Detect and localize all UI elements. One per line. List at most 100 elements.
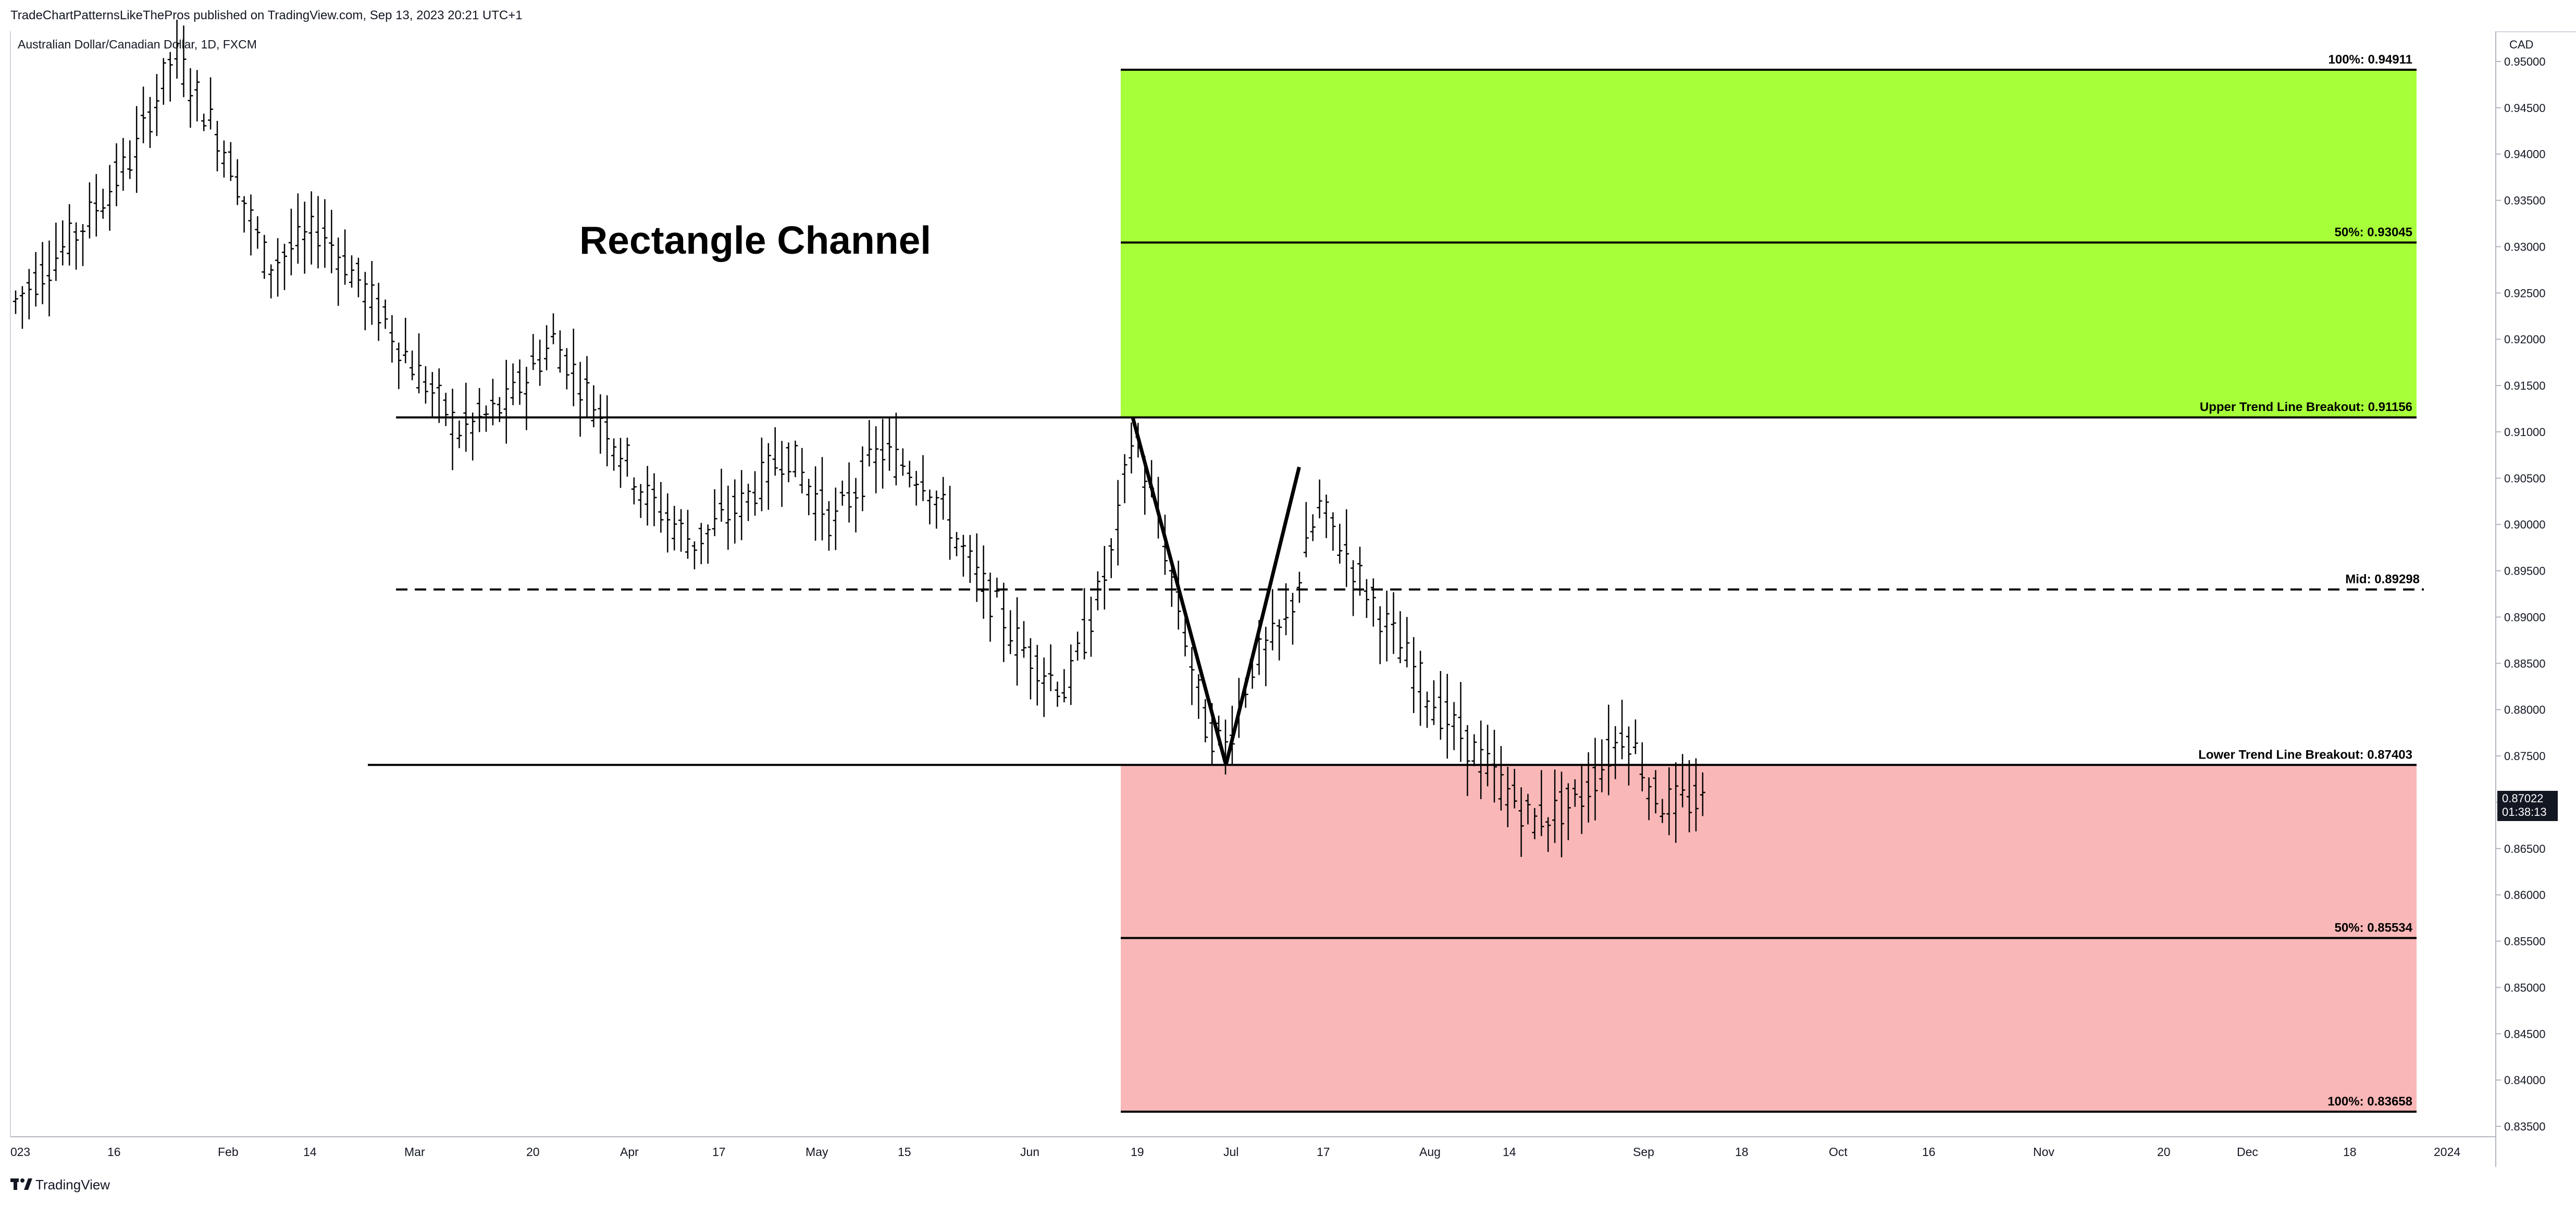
ohlc-bar — [705, 524, 711, 564]
ohlc-bar — [308, 191, 314, 265]
ohlc-bar — [416, 333, 422, 394]
ohlc-bar — [349, 255, 354, 288]
ohlc-bar — [846, 462, 852, 523]
ohlc-bar — [672, 505, 677, 551]
ohlc-bar — [1263, 627, 1269, 687]
ohlc-bar — [1129, 423, 1134, 474]
ohlc-bar — [510, 363, 516, 405]
ohlc-bar — [1055, 681, 1060, 707]
ohlc-bar — [1451, 702, 1457, 750]
ohlc-bar — [1653, 770, 1658, 814]
ohlc-bar — [100, 189, 106, 219]
ohlc-bar — [141, 86, 146, 144]
level-label: Mid: 0.89298 — [2345, 572, 2420, 586]
ohlc-bar — [362, 271, 368, 330]
x-tick-label: 16 — [1922, 1145, 1936, 1159]
x-tick-label: 14 — [1503, 1145, 1516, 1159]
ohlc-bar — [470, 412, 476, 461]
ohlc-bar — [1317, 479, 1322, 518]
level-label: 100%: 0.94911 — [2329, 53, 2412, 67]
x-tick-label: 18 — [1735, 1145, 1749, 1159]
ohlc-bar — [208, 77, 214, 130]
y-tick-label: 0.90500 — [2504, 472, 2546, 485]
x-tick-label: Feb — [218, 1145, 239, 1159]
ohlc-bar — [1095, 571, 1100, 611]
ohlc-bar — [403, 318, 408, 364]
x-tick-label: 17 — [1317, 1145, 1330, 1159]
ohlc-bar — [1639, 742, 1645, 791]
price-axis-top-box — [2496, 31, 2576, 32]
ohlc-bar — [544, 325, 550, 370]
ohlc-bar — [1485, 725, 1491, 787]
ohlc-bar — [746, 483, 751, 521]
ohlc-bar — [1539, 770, 1544, 836]
ohlc-bar — [1532, 808, 1538, 839]
ohlc-bar — [1512, 768, 1517, 809]
ohlc-bar — [1048, 644, 1054, 691]
ohlc-bar — [248, 194, 254, 256]
ohlc-bar — [1498, 746, 1504, 811]
ohlc-bar — [1438, 671, 1443, 740]
y-tick-label: 0.83500 — [2504, 1120, 2546, 1133]
ohlc-bar — [1404, 617, 1410, 667]
ohlc-bar — [1431, 680, 1436, 725]
ohlc-bar — [302, 202, 307, 274]
ohlc-bar — [927, 489, 933, 525]
ohlc-bar — [1034, 644, 1040, 706]
x-tick-label: Dec — [2237, 1145, 2258, 1159]
ohlc-bar — [1465, 725, 1470, 796]
ohlc-bar — [93, 174, 99, 237]
y-tick-label: 0.92000 — [2504, 333, 2546, 346]
ohlc-bar — [1351, 560, 1356, 616]
x-tick-label: May — [806, 1145, 828, 1159]
x-tick-label: 20 — [2157, 1145, 2171, 1159]
ohlc-bar — [1592, 738, 1598, 821]
y-tick-label: 0.89500 — [2504, 565, 2546, 578]
ohlc-bar — [1458, 682, 1464, 762]
ohlc-bar — [188, 68, 193, 128]
ohlc-bar — [396, 342, 402, 389]
ohlc-bar — [1290, 592, 1295, 645]
x-tick-label: 16 — [107, 1145, 121, 1159]
ohlc-bar — [73, 222, 79, 270]
ohlc-bar — [234, 159, 240, 205]
ohlc-bar — [584, 356, 590, 417]
ohlc-bar — [262, 234, 267, 279]
y-tick-label: 0.85000 — [2504, 981, 2546, 994]
price-bars — [13, 19, 1705, 858]
y-tick-label: 0.91000 — [2504, 426, 2546, 439]
ohlc-bar — [1613, 726, 1618, 779]
ohlc-bar — [1565, 783, 1571, 840]
ohlc-bar — [181, 26, 187, 97]
ohlc-bar — [67, 204, 72, 266]
ohlc-bar — [201, 114, 207, 131]
ohlc-bar — [907, 461, 912, 488]
ohlc-bar — [564, 348, 569, 390]
ohlc-bar — [456, 420, 462, 449]
ohlc-bar — [1626, 726, 1631, 786]
ohlc-bar — [604, 395, 610, 467]
x-tick-label: 19 — [1131, 1145, 1144, 1159]
ohlc-bar — [376, 282, 381, 341]
y-tick-label: 0.84500 — [2504, 1027, 2546, 1040]
ohlc-bar — [1008, 610, 1013, 654]
x-tick-label: Oct — [1829, 1145, 1848, 1159]
ohlc-bar — [1088, 597, 1094, 657]
ohlc-bar — [355, 257, 361, 297]
ohlc-bar — [987, 573, 993, 642]
ohlc-bar — [833, 487, 838, 550]
y-tick-label: 0.86500 — [2504, 842, 2546, 855]
ohlc-bar — [1700, 772, 1705, 816]
ohlc-bar — [651, 473, 657, 526]
ohlc-bar — [853, 478, 859, 532]
upper-target-zone — [1121, 69, 2417, 418]
level-label: 50%: 0.85534 — [2335, 921, 2413, 935]
ohlc-bar — [80, 224, 85, 266]
ohlc-bar — [443, 392, 449, 426]
ohlc-bar — [530, 334, 536, 370]
ohlc-bar — [940, 477, 946, 520]
ohlc-bar — [934, 490, 939, 529]
x-tick-label: Aug — [1419, 1145, 1441, 1159]
ohlc-bar — [1337, 524, 1343, 564]
